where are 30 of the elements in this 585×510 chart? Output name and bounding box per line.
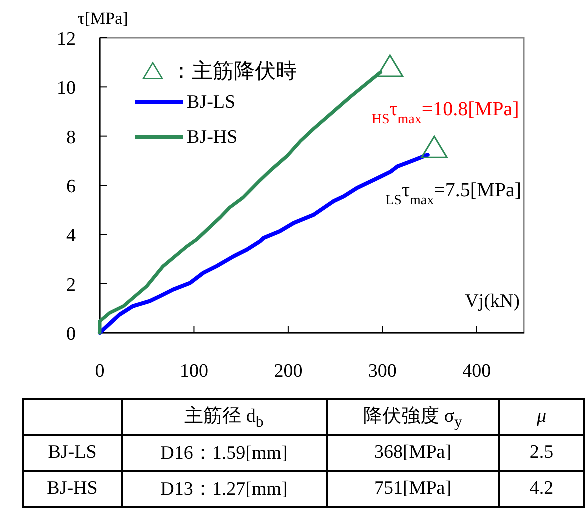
y-tick-label: 12: [57, 29, 76, 50]
x-tick-label: 300: [368, 361, 397, 382]
legend-label: BJ-LS: [187, 92, 236, 113]
x-tick-label: 200: [274, 361, 303, 382]
annotation: $_{HS}$τ$_{max}$=10.8[MPa]: [372, 98, 520, 127]
text: D13：1.27[mm]: [122, 471, 327, 507]
y-axis-title: τ[MPa]: [78, 9, 128, 28]
y-tick-label: 0: [66, 324, 76, 345]
legend-label: ：主筋降伏時: [171, 59, 297, 83]
text: 751[MPa]: [326, 471, 500, 507]
text: 降伏強度 σ$_{y}$: [326, 399, 500, 435]
text: BJ-LS: [23, 435, 122, 471]
y-tick-label: 6: [66, 176, 76, 198]
y-tick-label: 2: [66, 274, 76, 296]
x-tick-label: 0: [95, 361, 105, 382]
annotation: $_{LS}$τ$_{max}$=7.5[MPa]: [386, 180, 522, 208]
text: 368[MPa]: [326, 435, 500, 471]
text: 2.5: [499, 435, 584, 471]
text: 主筋径 d$_{b}$: [122, 399, 327, 435]
text: BJ-HS: [23, 471, 122, 507]
y-tick-label: 4: [66, 226, 76, 247]
x-tick-label: 400: [462, 361, 492, 382]
text: 4.2: [499, 471, 584, 507]
y-tick-label: 10: [57, 78, 76, 100]
text: μ: [499, 399, 584, 435]
legend-label: BJ-HS: [187, 127, 238, 148]
text: D16：1.59[mm]: [122, 435, 327, 471]
y-tick-label: 8: [66, 127, 76, 148]
x-tick-label: 100: [180, 361, 208, 382]
x-axis-title: Vj(kN): [465, 291, 520, 312]
